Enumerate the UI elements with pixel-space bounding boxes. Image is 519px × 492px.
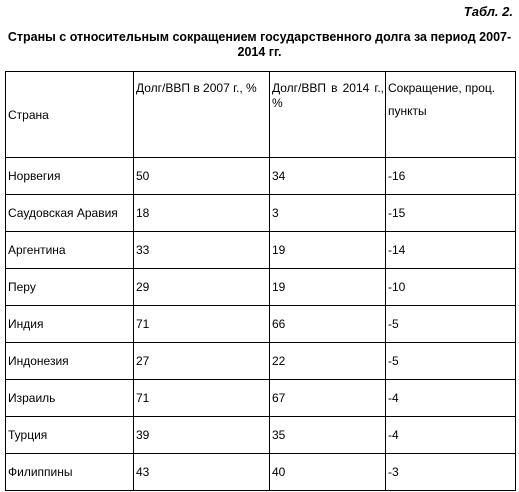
table-row: Индонезия 27 22 -5 bbox=[5, 342, 516, 380]
cell-debt-2007: 43 bbox=[133, 453, 270, 491]
cell-debt-2007: 71 bbox=[133, 379, 270, 417]
cell-debt-2007: 27 bbox=[133, 342, 270, 380]
cell-debt-2014: 34 bbox=[269, 157, 386, 195]
table-row: Перу 29 19 -10 bbox=[5, 268, 516, 306]
header-debt-2007: Долг/ВВП в 2007 г., % bbox=[133, 71, 270, 158]
cell-country: Индия bbox=[5, 305, 134, 343]
header-country: Страна bbox=[5, 71, 134, 158]
cell-country: Турция bbox=[5, 416, 134, 454]
cell-debt-2007: 18 bbox=[133, 194, 270, 232]
cell-country: Норвегия bbox=[5, 157, 134, 195]
table-header-row: Страна Долг/ВВП в 2007 г., % Долг/ВВП в … bbox=[5, 71, 516, 158]
cell-debt-2014: 19 bbox=[269, 231, 386, 269]
cell-reduction: -4 bbox=[385, 416, 516, 454]
table-row: Израиль 71 67 -4 bbox=[5, 379, 516, 417]
cell-debt-2014: 66 bbox=[269, 305, 386, 343]
cell-debt-2007: 33 bbox=[133, 231, 270, 269]
cell-reduction: -16 bbox=[385, 157, 516, 195]
cell-country: Перу bbox=[5, 268, 134, 306]
cell-debt-2014: 35 bbox=[269, 416, 386, 454]
cell-debt-2014: 19 bbox=[269, 268, 386, 306]
cell-debt-2014: 67 bbox=[269, 379, 386, 417]
cell-country: Аргентина bbox=[5, 231, 134, 269]
debt-reduction-table: Страна Долг/ВВП в 2007 г., % Долг/ВВП в … bbox=[5, 71, 516, 491]
cell-reduction: -10 bbox=[385, 268, 516, 306]
cell-reduction: -14 bbox=[385, 231, 516, 269]
cell-debt-2014: 3 bbox=[269, 194, 386, 232]
header-reduction-line1: Сокращение, проц. bbox=[388, 81, 496, 95]
table-row: Турция 39 35 -4 bbox=[5, 416, 516, 454]
table-row: Индия 71 66 -5 bbox=[5, 305, 516, 343]
cell-reduction: -5 bbox=[385, 342, 516, 380]
cell-debt-2014: 40 bbox=[269, 453, 386, 491]
cell-country: Филиппины bbox=[5, 453, 134, 491]
table-title: Страны с относительным сокращением госуд… bbox=[7, 30, 512, 59]
cell-debt-2007: 71 bbox=[133, 305, 270, 343]
table-row: Саудовская Аравия 18 3 -15 bbox=[5, 194, 516, 232]
cell-debt-2007: 50 bbox=[133, 157, 270, 195]
cell-reduction: -4 bbox=[385, 379, 516, 417]
cell-debt-2007: 39 bbox=[133, 416, 270, 454]
cell-country: Саудовская Аравия bbox=[5, 194, 134, 232]
cell-reduction: -3 bbox=[385, 453, 516, 491]
header-reduction: Сокращение, проц. пункты bbox=[385, 71, 516, 158]
cell-reduction: -15 bbox=[385, 194, 516, 232]
header-reduction-line2: пункты bbox=[388, 104, 427, 118]
cell-country: Израиль bbox=[5, 379, 134, 417]
table-number-label: Табл. 2. bbox=[463, 4, 513, 19]
cell-reduction: -5 bbox=[385, 305, 516, 343]
cell-debt-2014: 22 bbox=[269, 342, 386, 380]
table-row: Филиппины 43 40 -3 bbox=[5, 453, 516, 491]
table-row: Аргентина 33 19 -14 bbox=[5, 231, 516, 269]
table-row: Норвегия 50 34 -16 bbox=[5, 157, 516, 195]
cell-debt-2007: 29 bbox=[133, 268, 270, 306]
cell-country: Индонезия bbox=[5, 342, 134, 380]
header-debt-2014: Долг/ВВП в 2014 г., % bbox=[269, 71, 386, 158]
